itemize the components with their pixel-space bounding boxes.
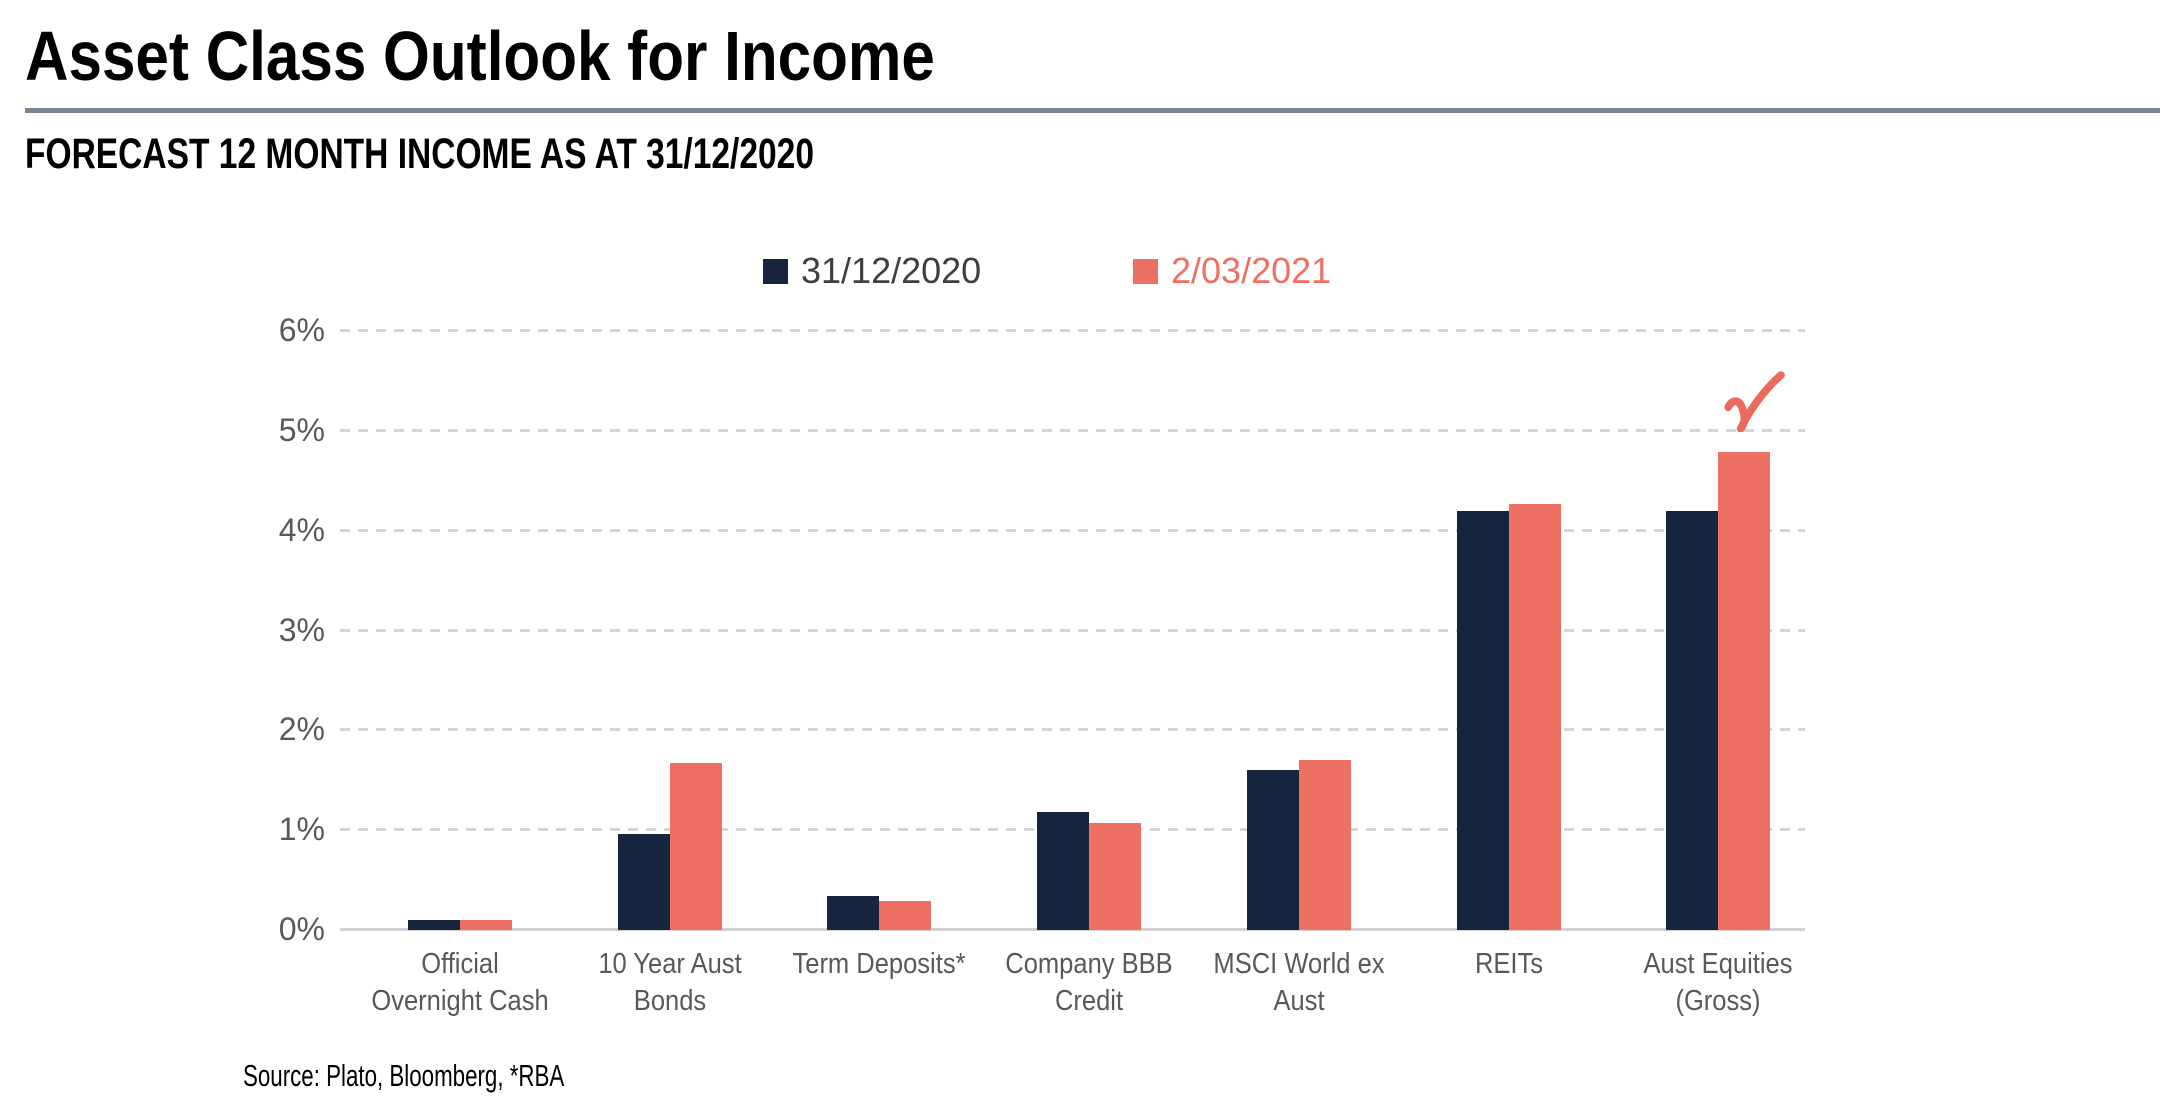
x-axis-category-label-term-deposits-: Term Deposits* <box>773 946 984 983</box>
x-axis-label-line: (Gross) <box>1675 985 1761 1017</box>
gridline-5pct <box>340 429 1805 432</box>
x-axis-label-line: REITs <box>1474 948 1544 980</box>
x-axis-category-label-msci-world-ex-aust: MSCI World ex Aust <box>1193 946 1404 1020</box>
y-axis-tick-label-0pct: 0% <box>278 911 325 947</box>
gridline-2pct <box>340 728 1805 731</box>
x-axis-label-line: Overnight Cash <box>371 985 549 1017</box>
x-axis-label-line: Term Deposits* <box>792 948 966 980</box>
bar-series0-company-bbb-credit <box>1037 812 1089 930</box>
chart-subtitle: FORECAST 12 MONTH INCOME AS AT 31/12/202… <box>25 130 814 178</box>
page-title: Asset Class Outlook for Income <box>25 17 935 95</box>
bar-series1-term-deposits- <box>879 901 931 930</box>
legend-item-2-03-2021: 2/03/2021 <box>1133 250 1331 292</box>
bar-series0-10-year-aust-bonds <box>618 834 670 930</box>
bar-series1-official-overnight-cash <box>460 920 512 930</box>
title-divider <box>25 108 2160 113</box>
x-axis-category-label-company-bbb-credit: Company BBB Credit <box>983 946 1194 1020</box>
legend-swatch-salmon <box>1133 258 1158 284</box>
source-note: Source: Plato, Bloomberg, *RBA <box>243 1058 565 1093</box>
bar-series0-term-deposits- <box>827 896 879 930</box>
legend-label-2-03-2021: 2/03/2021 <box>1171 250 1332 291</box>
legend-label-31-12-2020: 31/12/2020 <box>801 250 982 291</box>
x-axis-label-line: Company BBB <box>1005 948 1173 980</box>
gridline-4pct <box>340 529 1805 532</box>
x-axis-label-line: Bonds <box>633 985 707 1017</box>
x-axis-category-label-aust-equities-gross-: Aust Equities (Gross) <box>1612 946 1823 1020</box>
y-axis-tick-label-3pct: 3% <box>278 612 325 648</box>
bar-series0-official-overnight-cash <box>408 920 460 930</box>
bar-series1-company-bbb-credit <box>1089 823 1141 930</box>
x-axis-category-label-reits: REITs <box>1403 946 1614 983</box>
gridline-3pct <box>340 629 1805 632</box>
bar-series1-msci-world-ex-aust <box>1299 760 1351 930</box>
y-axis-tick-label-5pct: 5% <box>278 412 325 448</box>
y-axis-tick-label-4pct: 4% <box>278 512 325 548</box>
bar-series0-aust-equities-gross- <box>1666 511 1718 930</box>
y-axis-tick-label-2pct: 2% <box>278 711 325 747</box>
bar-series1-aust-equities-gross- <box>1718 452 1770 930</box>
legend-swatch-navy <box>763 258 788 284</box>
legend-item-31-12-2020: 31/12/2020 <box>763 250 981 292</box>
y-axis-tick-label-1pct: 1% <box>278 811 325 847</box>
x-axis-category-label-official-overnight-cash: Official Overnight Cash <box>354 946 565 1020</box>
bar-series1-reits <box>1509 504 1561 930</box>
checkmark-icon <box>1724 371 1785 432</box>
bar-series0-reits <box>1457 511 1509 930</box>
bar-series0-msci-world-ex-aust <box>1247 770 1299 930</box>
x-axis-label-line: Official <box>421 948 499 980</box>
gridline-6pct <box>340 329 1805 332</box>
x-axis-category-label-10-year-aust-bonds: 10 Year Aust Bonds <box>564 946 775 1020</box>
x-axis-label-line: Aust <box>1273 985 1325 1017</box>
bar-series1-10-year-aust-bonds <box>670 763 722 930</box>
x-axis-label-line: Credit <box>1054 985 1124 1017</box>
x-axis-label-line: Aust Equities <box>1643 948 1793 980</box>
x-axis-label-line: MSCI World ex <box>1213 948 1385 980</box>
y-axis-tick-label-6pct: 6% <box>278 312 325 348</box>
x-axis-label-line: 10 Year Aust <box>598 948 742 980</box>
